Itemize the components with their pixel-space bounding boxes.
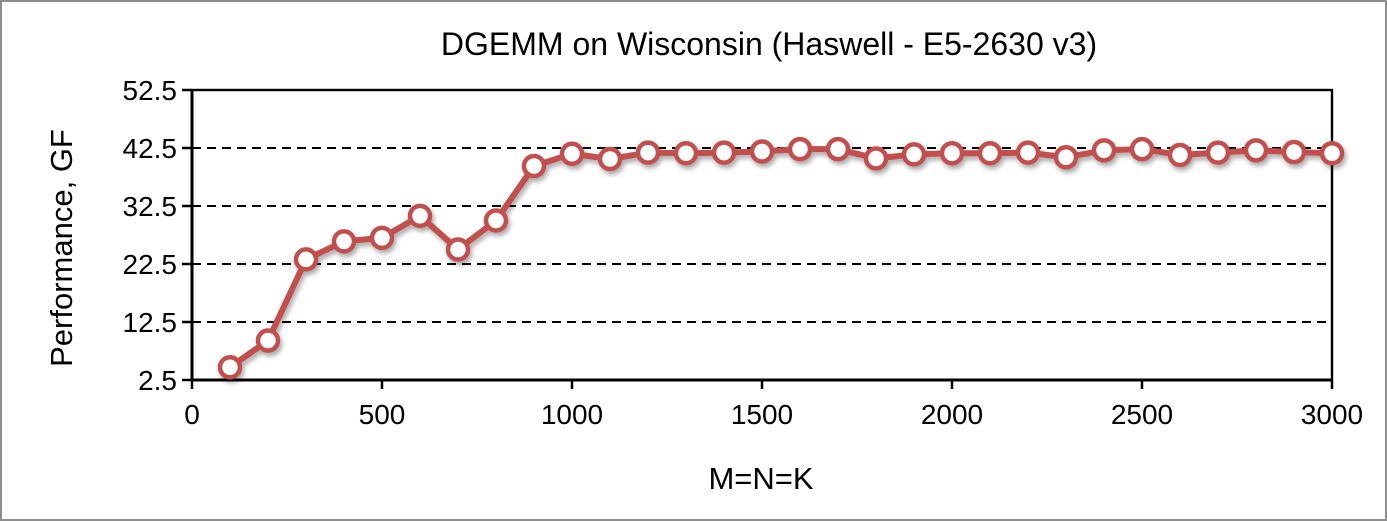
data-point-marker — [521, 153, 547, 179]
y-tick-label: 52.5 — [123, 75, 178, 106]
data-point-marker — [673, 140, 699, 166]
x-tick-label: 2000 — [921, 399, 983, 430]
gridlines-group — [192, 89, 1332, 323]
data-point-marker — [711, 140, 737, 165]
axes-group — [182, 88, 1334, 389]
y-tick-label: 2.5 — [138, 365, 177, 396]
x-tick-label: 2500 — [1111, 399, 1173, 430]
chart-title: DGEMM on Wisconsin (Haswell - E5-2630 v3… — [441, 26, 1097, 62]
y-tick-label: 12.5 — [123, 307, 178, 338]
data-point-marker — [1205, 140, 1231, 165]
data-point-marker — [787, 136, 813, 162]
data-point-marker — [901, 142, 927, 167]
data-point-marker — [939, 140, 965, 166]
data-point-marker — [217, 354, 243, 380]
plot-border — [190, 88, 1334, 382]
data-point-marker — [863, 146, 889, 171]
data-point-marker — [1167, 142, 1193, 168]
data-point-marker — [331, 229, 357, 254]
data-point-marker — [255, 328, 281, 353]
data-point-marker — [749, 139, 775, 164]
x-axis-title: M=N=K — [708, 461, 813, 496]
x-tick-label: 1500 — [731, 399, 793, 430]
y-axis-title: Performance, GF — [44, 129, 79, 367]
data-point-marker — [1243, 138, 1269, 163]
series-line — [227, 146, 1335, 371]
data-point-marker — [977, 140, 1003, 166]
x-tick-label: 1000 — [541, 399, 603, 430]
data-point-marker — [825, 136, 851, 162]
y-tick-label: 22.5 — [123, 249, 178, 280]
data-point-marker — [1129, 136, 1155, 162]
data-point-marker — [1281, 139, 1307, 165]
data-point-marker — [1053, 145, 1079, 170]
x-tick-label: 0 — [184, 399, 200, 430]
x-tick-label: 3000 — [1301, 399, 1363, 430]
data-point-marker — [1319, 140, 1345, 166]
series-group — [217, 136, 1345, 380]
data-point-marker — [407, 203, 433, 229]
data-point-marker — [483, 208, 509, 233]
x-tick-label: 500 — [359, 399, 406, 430]
data-point-marker — [445, 237, 471, 262]
data-point-marker — [1015, 140, 1041, 165]
data-point-marker — [559, 141, 585, 167]
y-tick-label: 42.5 — [123, 133, 178, 164]
y-tick-label: 32.5 — [123, 191, 178, 222]
data-point-marker — [597, 146, 623, 172]
data-point-marker — [635, 140, 661, 165]
data-point-marker — [369, 225, 395, 251]
tick-labels-group: 2.5 12.5 22.5 32.5 42.5 52.5 0 500 1000 1500 2000 2… — [123, 75, 1364, 430]
data-point-marker — [293, 247, 319, 272]
data-point-marker — [1091, 138, 1117, 163]
